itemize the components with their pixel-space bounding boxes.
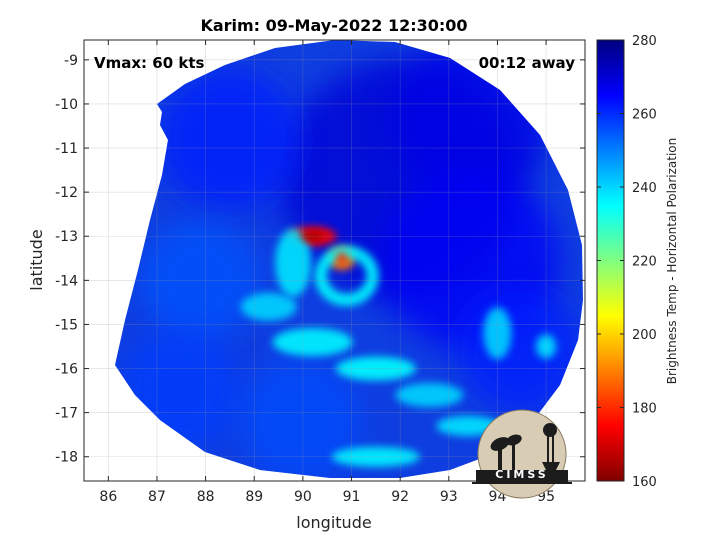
texture-blob — [160, 70, 300, 210]
cimss-logo-text: CIMSS — [495, 468, 548, 481]
x-axis-label: longitude — [296, 513, 371, 532]
y-tick-label: -15 — [55, 317, 78, 333]
swath-image — [115, 40, 583, 478]
feature-band-8 — [536, 334, 557, 359]
y-axis-label: latitude — [27, 229, 46, 290]
grid — [84, 40, 585, 481]
feature-core-eyewall-northwest — [300, 231, 325, 242]
feature-band-6 — [331, 446, 420, 467]
texture-blob — [240, 360, 360, 478]
y-tick-label: -10 — [55, 97, 78, 113]
x-tick-label: 93 — [440, 489, 458, 505]
swath-texture — [120, 40, 580, 478]
y-tick-label: -13 — [55, 229, 78, 245]
feature-band-2 — [272, 328, 353, 357]
storm-features — [240, 226, 557, 467]
feature-band-3 — [335, 356, 416, 381]
colorbar-tick-label: 160 — [632, 475, 657, 490]
y-tick-label: -14 — [55, 273, 78, 289]
chart-title: Karim: 09-May-2022 12:30:00 — [200, 16, 467, 35]
texture-blob — [140, 220, 260, 340]
feature-eyewall-ring — [314, 245, 379, 306]
colorbar: 160 180 200 220 240 260 280 Brightness Temp - … — [596, 34, 679, 490]
colorbar-tick-label: 280 — [632, 34, 657, 49]
x-axis-ticks: 86 87 88 89 90 91 92 93 94 95 — [99, 40, 555, 505]
colorbar-tick-label: 260 — [632, 108, 657, 123]
x-tick-label: 90 — [294, 489, 312, 505]
y-tick-label: -18 — [55, 450, 78, 466]
x-tick-label: 92 — [391, 489, 409, 505]
cimss-logo: CIMSS — [472, 409, 572, 499]
colorbar-tick-label: 220 — [632, 255, 657, 270]
y-tick-label: -9 — [64, 53, 78, 69]
feature-inner-band — [275, 228, 312, 297]
x-tick-label: 88 — [197, 489, 215, 505]
feature-band-7 — [483, 307, 512, 360]
colorbar-tick-label: 180 — [632, 402, 657, 417]
colorbar-label: Brightness Temp - Horizontal Polarizatio… — [665, 138, 679, 385]
y-tick-label: -16 — [55, 362, 78, 378]
feature-band-1 — [240, 292, 297, 321]
y-tick-label: -12 — [55, 185, 78, 201]
x-tick-label: 89 — [245, 489, 263, 505]
x-tick-label: 87 — [148, 489, 166, 505]
y-tick-label: -17 — [55, 406, 78, 422]
colorbar-ticks: 160 180 200 220 240 260 280 — [597, 34, 657, 490]
y-tick-label: -11 — [55, 141, 78, 157]
colorbar-gradient — [596, 39, 625, 482]
colorbar-tick-label: 240 — [632, 181, 657, 196]
time-away-annotation: 00:12 away — [479, 54, 576, 72]
x-tick-label: 91 — [343, 489, 361, 505]
colorbar-tick-label: 200 — [632, 328, 657, 343]
feature-core-eye — [336, 252, 347, 265]
feature-band-4 — [395, 383, 464, 408]
plot-frame — [83, 39, 586, 482]
vmax-annotation: Vmax: 60 kts — [94, 54, 204, 72]
x-tick-label: 86 — [99, 489, 117, 505]
y-axis-ticks: -9 -10 -11 -12 -13 -14 -15 -16 -17 -18 — [55, 53, 585, 466]
